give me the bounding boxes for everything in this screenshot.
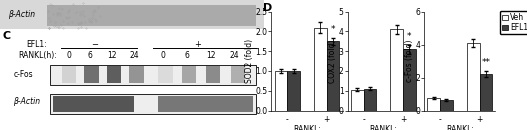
X-axis label: RANKL:: RANKL: xyxy=(446,125,474,130)
FancyBboxPatch shape xyxy=(53,96,134,112)
Point xyxy=(134,47,140,49)
Text: β-Actin: β-Actin xyxy=(8,10,35,19)
Legend: Veh, EFL1: Veh, EFL1 xyxy=(500,11,527,34)
Point xyxy=(57,47,64,49)
FancyBboxPatch shape xyxy=(158,96,253,112)
Text: 12: 12 xyxy=(206,51,216,60)
Bar xyxy=(275,71,287,110)
FancyBboxPatch shape xyxy=(50,94,256,114)
Text: β-Actin: β-Actin xyxy=(13,97,40,106)
Bar xyxy=(427,98,440,110)
Text: 0: 0 xyxy=(161,51,166,60)
FancyBboxPatch shape xyxy=(206,66,220,83)
FancyBboxPatch shape xyxy=(106,66,121,83)
Text: +: + xyxy=(194,40,201,49)
Bar xyxy=(403,49,416,110)
FancyBboxPatch shape xyxy=(129,66,143,83)
X-axis label: RANKL:: RANKL: xyxy=(293,125,321,130)
Bar xyxy=(480,74,492,110)
Y-axis label: c-Fos (fold): c-Fos (fold) xyxy=(405,40,414,82)
FancyBboxPatch shape xyxy=(84,66,99,83)
Point xyxy=(150,47,156,49)
Text: C: C xyxy=(3,31,11,41)
Text: 0: 0 xyxy=(66,51,71,60)
Text: 24: 24 xyxy=(230,51,239,60)
Y-axis label: SOD2 (fold): SOD2 (fold) xyxy=(245,39,253,83)
Bar xyxy=(287,71,300,110)
Bar xyxy=(327,41,339,110)
Text: **: ** xyxy=(481,58,490,67)
Text: 24: 24 xyxy=(129,51,139,60)
Text: *: * xyxy=(407,32,412,41)
Bar xyxy=(440,100,453,110)
FancyBboxPatch shape xyxy=(182,66,196,83)
Text: EFL1:: EFL1: xyxy=(26,40,47,49)
Text: RANKL(h):: RANKL(h): xyxy=(18,51,57,60)
FancyBboxPatch shape xyxy=(231,66,245,83)
Text: 6: 6 xyxy=(88,51,93,60)
FancyBboxPatch shape xyxy=(62,66,76,83)
FancyBboxPatch shape xyxy=(0,0,264,29)
X-axis label: RANKL:: RANKL: xyxy=(369,125,397,130)
FancyBboxPatch shape xyxy=(158,66,173,83)
FancyBboxPatch shape xyxy=(47,5,256,26)
Bar xyxy=(391,30,403,110)
Text: D: D xyxy=(264,3,273,13)
Bar xyxy=(314,28,327,110)
Text: *: * xyxy=(331,25,335,34)
Text: 12: 12 xyxy=(108,51,117,60)
Y-axis label: COX2 (fold): COX2 (fold) xyxy=(328,39,337,83)
Bar xyxy=(467,43,480,110)
Bar xyxy=(364,89,376,110)
FancyBboxPatch shape xyxy=(50,65,256,84)
Text: 6: 6 xyxy=(184,51,190,60)
Point xyxy=(252,47,259,49)
Text: c-Fos: c-Fos xyxy=(13,70,33,79)
Bar xyxy=(351,90,364,110)
Text: −: − xyxy=(91,40,99,49)
